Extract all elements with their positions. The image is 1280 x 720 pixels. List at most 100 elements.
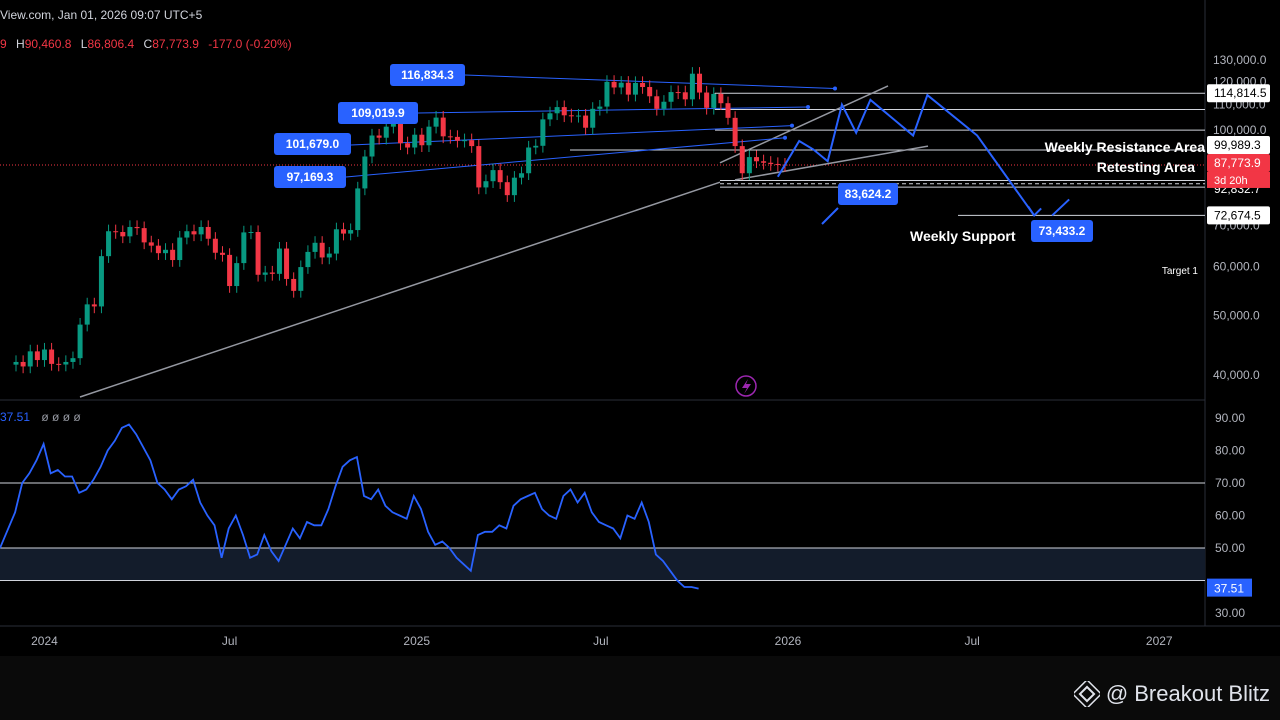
low-label: L — [80, 37, 88, 51]
candle-body — [604, 81, 610, 107]
candle-body — [768, 162, 774, 164]
weekly-support-label: Weekly Support — [910, 228, 1016, 244]
candle-body — [718, 93, 724, 104]
candle-body — [255, 232, 261, 275]
axis-price-flag — [1207, 153, 1270, 172]
candle-body — [454, 136, 460, 141]
axis-price-flag-label: 99,989.3 — [1214, 138, 1261, 152]
change-value: -177.0 (-0.20%) — [208, 37, 292, 51]
chart-header: View.com, Jan 01, 2026 09:07 UTC+5 — [0, 8, 202, 22]
candle-body — [483, 181, 489, 188]
candle-body — [312, 242, 318, 252]
candle-body — [654, 96, 660, 109]
candle-body — [682, 92, 688, 100]
candle-body — [77, 324, 83, 359]
candle-body — [319, 242, 325, 258]
candle-body — [697, 73, 703, 93]
candle-body — [170, 249, 176, 261]
candle-body — [647, 87, 653, 97]
candle-body — [155, 245, 161, 254]
time-tick-label: Jul — [964, 634, 979, 648]
rsi-tick-label: 70.00 — [1215, 476, 1245, 490]
candle-body — [298, 267, 304, 291]
time-tick-label: 2025 — [403, 634, 430, 648]
rsi-tick-label: 30.00 — [1215, 606, 1245, 620]
price-tick-label: 100,000.0 — [1213, 123, 1267, 137]
axis-price-flag-label: 72,674.5 — [1214, 208, 1261, 222]
price-callout-label: 97,169.3 — [287, 170, 334, 184]
candle-body — [746, 157, 752, 174]
candle-body — [369, 135, 375, 157]
candle-body — [433, 117, 439, 127]
candle-body — [625, 82, 631, 95]
candle-body — [640, 82, 646, 88]
open-value: 9 — [0, 37, 7, 51]
price-callout-box — [390, 64, 465, 86]
source-line: View.com, Jan 01, 2026 09:07 UTC+5 — [0, 8, 203, 22]
candle-body — [284, 248, 290, 279]
candle-body — [341, 229, 347, 234]
candle-body — [41, 349, 47, 361]
price-callout-label: 73,433.2 — [1039, 224, 1086, 238]
candle-body — [561, 107, 567, 116]
callout-connector — [417, 106, 809, 114]
rsi-value-flag-label: 37.51 — [1214, 582, 1244, 596]
low-value: 86,806.4 — [87, 37, 135, 51]
rsi-tick-label: 50.00 — [1215, 541, 1245, 555]
candle-body — [49, 349, 55, 364]
footer-bar — [0, 656, 1280, 720]
candle-body — [504, 182, 510, 196]
ohlc-readout: 9 H90,460.8 L86,806.4 C87,773.9 -177.0 (… — [0, 37, 298, 51]
resistance-area-label: Weekly Resistance Area — [1045, 139, 1206, 155]
candle-body — [554, 107, 560, 114]
rsi-band — [0, 548, 1205, 581]
candle-body — [56, 363, 62, 365]
candle-body — [262, 272, 268, 275]
candle-body — [732, 117, 738, 147]
price-tick-label: 40,000.0 — [1213, 368, 1260, 382]
trading-chart[interactable]: 130,000.0120,000.0110,000.0100,000.090,0… — [0, 0, 1280, 656]
time-tick-label: 2024 — [31, 634, 58, 648]
callout-anchor-dot — [783, 135, 787, 140]
target1-label: Target 1 — [1162, 266, 1199, 277]
candle-body — [184, 231, 190, 238]
candle-body — [198, 226, 204, 235]
candle-body — [675, 92, 681, 94]
candle-body — [497, 170, 503, 183]
price-callout-box — [274, 166, 346, 188]
candle-body — [419, 134, 425, 146]
candle-body — [761, 161, 767, 163]
candle-body — [376, 135, 382, 138]
candle-body — [227, 254, 233, 287]
candle-body — [661, 101, 667, 109]
candle-body — [91, 304, 97, 307]
candle-body — [326, 253, 332, 258]
candle-body — [519, 173, 525, 178]
candle-body — [127, 226, 133, 237]
candle-body — [163, 249, 169, 254]
callout-anchor-dot — [790, 123, 794, 128]
rsi-value-flag — [1207, 578, 1252, 597]
callout-anchor-dot — [833, 86, 837, 91]
price-callout-label: 101,679.0 — [286, 137, 340, 151]
candle-body — [269, 272, 275, 274]
price-callout-box — [1031, 220, 1093, 242]
candle-body — [362, 156, 368, 189]
axis-price-flag-label: 87,773.9 — [1214, 156, 1261, 170]
candle-body — [526, 147, 532, 174]
pointer-arrow — [821, 207, 839, 225]
candle-body — [134, 226, 140, 229]
retesting-area-label: Retesting Area — [1097, 159, 1196, 175]
candle-body — [462, 140, 468, 142]
price-callout-label: 83,624.2 — [845, 187, 892, 201]
candle-body — [27, 351, 33, 367]
callout-connector — [350, 125, 793, 146]
candle-body — [753, 157, 759, 162]
candle-body — [241, 232, 247, 264]
brand-text: @ Breakout Blitz — [1105, 681, 1270, 706]
candle-body — [575, 115, 581, 117]
candle-body — [476, 146, 482, 188]
candle-body — [248, 232, 254, 234]
lightning-icon-circle — [735, 375, 757, 397]
price-callout-box — [338, 102, 418, 124]
